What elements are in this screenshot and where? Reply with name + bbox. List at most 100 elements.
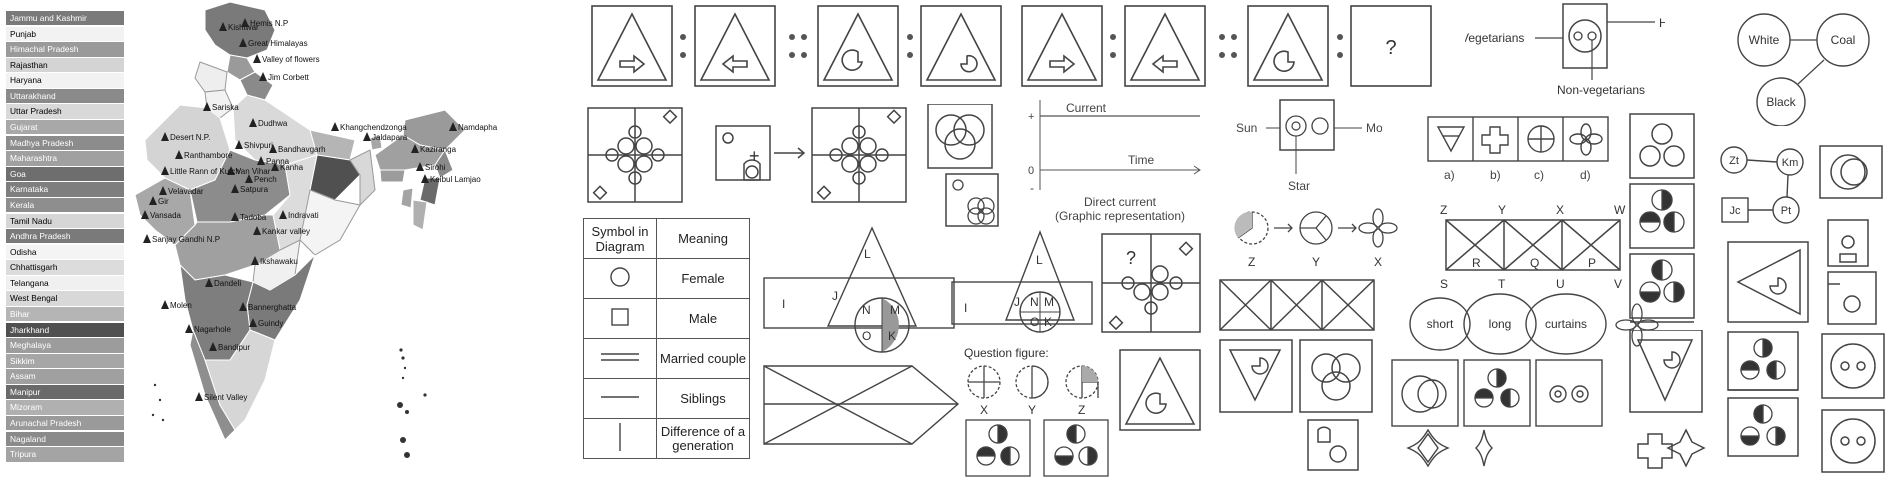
- tree-icon: [271, 162, 279, 171]
- label-time: Time: [1128, 153, 1155, 167]
- svg-text:O: O: [862, 329, 871, 343]
- tree-icon: [203, 102, 211, 111]
- park-label: Dudhwa: [258, 119, 288, 128]
- quadrant-square: [945, 173, 999, 227]
- tree-icon: [235, 140, 243, 149]
- tree-icon: [205, 278, 213, 287]
- inverted-triangle-col: [1629, 330, 1706, 469]
- legend-item: Rajasthan: [6, 57, 124, 73]
- label-non-vegetarians: Non-vegetarians: [1557, 83, 1645, 97]
- rotation-sequence: Z Y X: [1234, 208, 1398, 268]
- tree-icon: [209, 342, 217, 351]
- legend-item: Manipur: [6, 384, 124, 400]
- legend-item: Jharkhand: [6, 322, 124, 337]
- park-label: Desert N.P.: [170, 133, 210, 142]
- tree-icon: [249, 318, 257, 327]
- triangle-box: [1119, 349, 1201, 431]
- park-label: Shivpuri: [244, 141, 273, 150]
- park-label: Keibul Lamjao: [430, 175, 481, 184]
- answer-column-3: [1727, 241, 1809, 457]
- svg-text:Z: Z: [1440, 203, 1447, 217]
- legend-item: Kerala: [6, 197, 124, 213]
- park-label: Dandeli: [214, 279, 241, 288]
- legend-item: Chhattisgarh: [6, 260, 124, 275]
- dc-caption: Direct current: [1084, 195, 1157, 209]
- label-sun: Sun: [1236, 121, 1257, 135]
- svg-text:L: L: [1036, 253, 1043, 267]
- sun-moon-star: Sun Moon Star: [1236, 99, 1382, 193]
- region-mizoram: [412, 199, 428, 231]
- legend-item: Punjab: [6, 26, 124, 41]
- svg-text:+: +: [749, 146, 760, 166]
- crossed-strip: [1219, 279, 1375, 331]
- park-label: Bandipur: [218, 343, 250, 352]
- svg-text:M: M: [890, 303, 900, 317]
- park-label: Sariska: [212, 103, 239, 112]
- park-label: Great Himalayas: [248, 39, 308, 48]
- park-label: Sanjay Gandhi N.P: [152, 235, 220, 244]
- bottom-figures: [1219, 339, 1603, 471]
- region-wb: [349, 149, 376, 207]
- svg-text:0: 0: [1028, 165, 1034, 177]
- region-uttarakhand: [239, 71, 274, 101]
- legend-item: Odisha: [6, 244, 124, 260]
- options-row: a) b) c) d): [1427, 116, 1609, 182]
- svg-text:N: N: [862, 303, 871, 317]
- married-symbol: [601, 353, 639, 361]
- svg-text:Y: Y: [1498, 203, 1506, 217]
- svg-text:Z: Z: [1248, 255, 1255, 268]
- svg-text:Km: Km: [1782, 157, 1799, 169]
- svg-text:K: K: [1044, 315, 1052, 329]
- park-label: Kanha: [280, 163, 304, 172]
- svg-text:P: P: [1588, 256, 1596, 270]
- park-label: Velavadar: [168, 187, 204, 196]
- legend-item: Arunachal Pradesh: [6, 416, 124, 431]
- tree-icon: [245, 174, 253, 183]
- park-label: Jim Corbett: [268, 73, 310, 82]
- female-symbol: [610, 267, 630, 287]
- park-label: Bannerghatta: [248, 303, 297, 312]
- meaning-male: Male: [656, 298, 750, 339]
- park-label: Ranthambore: [184, 151, 233, 160]
- region-sikkim: [369, 134, 383, 151]
- park-label: Van Vihar: [236, 167, 271, 176]
- svg-text:I: I: [782, 297, 785, 311]
- tree-icon: [279, 210, 287, 219]
- tree-icon: [331, 122, 339, 131]
- svg-text:a): a): [1444, 168, 1455, 182]
- tree-icon: [143, 234, 151, 243]
- legend-item: Himachal Pradesh: [6, 42, 124, 57]
- svg-text:-: -: [1030, 181, 1034, 195]
- question-mark: ?: [1385, 37, 1396, 59]
- tree-icon: [251, 256, 259, 265]
- triangle-venn-2: L J N M I O K: [951, 230, 1093, 333]
- legend-item: Meghalaya: [6, 338, 124, 353]
- region-up: [232, 94, 318, 166]
- svg-text:b): b): [1490, 168, 1501, 182]
- park-label: Panna: [266, 157, 290, 166]
- word-venn: short long curtains: [1409, 293, 1607, 355]
- legend-item: Andhra Pradesh: [6, 229, 124, 244]
- meaning-married: Married couple: [656, 338, 750, 379]
- venn-human: Human Vegetarians Non-vegetarians: [1465, 3, 1665, 97]
- svg-text:Y: Y: [1028, 403, 1036, 416]
- legend-item: Nagaland: [6, 431, 124, 446]
- label-black: Black: [1766, 95, 1796, 109]
- tree-icon: [239, 38, 247, 47]
- question-figure-label: Question figure:: [964, 346, 1049, 360]
- tree-icon: [411, 144, 419, 153]
- region-tamilnadu: [204, 329, 276, 431]
- park-label: Tadoba: [240, 213, 267, 222]
- tree-icon: [231, 184, 239, 193]
- legend-item: Tripura: [6, 447, 124, 462]
- question-figure: X Y Z: [967, 365, 1099, 416]
- label-coal: Coal: [1831, 33, 1856, 47]
- park-label: Gir: [158, 197, 169, 206]
- legend-item: Bihar: [6, 306, 124, 322]
- svg-text:(Graphic representation): (Graphic representation): [1055, 209, 1185, 223]
- label-human: Human: [1659, 16, 1665, 30]
- tree-icon: [259, 72, 267, 81]
- svg-text:Zt: Zt: [1729, 155, 1739, 167]
